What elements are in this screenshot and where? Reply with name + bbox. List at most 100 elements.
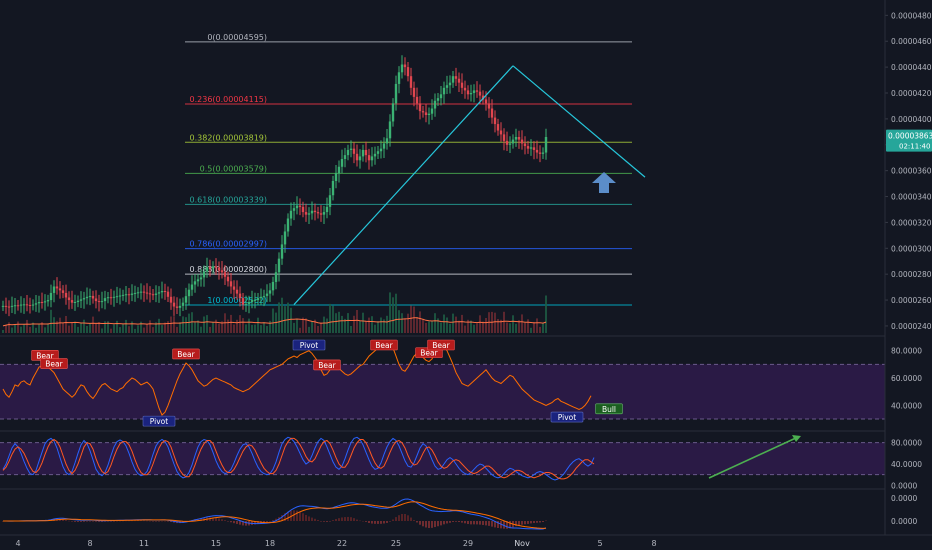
candle[interactable] <box>118 295 122 297</box>
candle[interactable] <box>154 293 158 295</box>
candle[interactable] <box>445 85 449 88</box>
candle[interactable] <box>337 166 341 174</box>
candle[interactable] <box>508 143 512 145</box>
macd-pane[interactable] <box>2 498 547 530</box>
candle[interactable] <box>394 83 398 104</box>
candle[interactable] <box>250 300 254 302</box>
candle[interactable] <box>373 153 377 157</box>
candle[interactable] <box>175 306 179 308</box>
candle[interactable] <box>115 296 119 298</box>
candle[interactable] <box>4 305 8 307</box>
candle[interactable] <box>157 292 161 294</box>
candle[interactable] <box>433 100 437 109</box>
candle[interactable] <box>238 293 242 299</box>
candle[interactable] <box>256 298 260 301</box>
candle[interactable] <box>259 296 263 299</box>
candle[interactable] <box>235 289 239 294</box>
candle[interactable] <box>31 304 35 306</box>
candle[interactable] <box>526 146 530 149</box>
signal-marker[interactable] <box>550 411 584 423</box>
candle[interactable] <box>490 108 494 118</box>
price-pane[interactable]: 0(0.00004595) 0.236(0.00004115) 0.382(0.00… <box>1 33 646 333</box>
candle[interactable] <box>253 300 257 302</box>
candle[interactable] <box>361 149 365 157</box>
candle[interactable] <box>334 173 338 181</box>
candle[interactable] <box>16 305 20 307</box>
candle[interactable] <box>262 295 266 297</box>
candle[interactable] <box>310 210 314 214</box>
candle[interactable] <box>205 267 209 272</box>
candle[interactable] <box>136 292 140 294</box>
candle[interactable] <box>76 300 80 302</box>
signal-marker[interactable] <box>292 339 326 351</box>
candle[interactable] <box>265 293 269 296</box>
candle[interactable] <box>103 298 107 302</box>
candle[interactable] <box>28 304 32 306</box>
candle[interactable] <box>46 300 50 302</box>
candle[interactable] <box>217 267 221 271</box>
candle[interactable] <box>460 82 464 88</box>
candle[interactable] <box>169 296 173 303</box>
candle[interactable] <box>346 149 350 156</box>
candle[interactable] <box>322 212 326 215</box>
candle[interactable] <box>202 271 206 278</box>
candle[interactable] <box>37 302 41 304</box>
candle[interactable] <box>532 147 536 150</box>
candle[interactable] <box>91 295 95 299</box>
candle[interactable] <box>178 305 182 308</box>
candle[interactable] <box>538 152 542 154</box>
candle[interactable] <box>436 98 440 101</box>
candle[interactable] <box>196 279 200 282</box>
candle[interactable] <box>304 212 308 215</box>
candle[interactable] <box>379 148 383 152</box>
candle[interactable] <box>454 76 458 79</box>
candle[interactable] <box>133 292 137 294</box>
candle[interactable] <box>427 113 431 115</box>
resistance-trendline[interactable] <box>512 65 646 178</box>
candle[interactable] <box>22 304 26 306</box>
candle[interactable] <box>475 90 479 92</box>
candle[interactable] <box>70 300 74 303</box>
candle[interactable] <box>73 302 77 303</box>
candle[interactable] <box>25 304 29 306</box>
candle[interactable] <box>364 149 368 156</box>
candle[interactable] <box>271 281 275 291</box>
candle[interactable] <box>418 103 422 112</box>
candle[interactable] <box>484 99 488 104</box>
candle[interactable] <box>505 140 509 145</box>
candle[interactable] <box>100 301 104 303</box>
candle[interactable] <box>499 130 503 135</box>
candle[interactable] <box>7 306 11 308</box>
candle[interactable] <box>424 112 428 115</box>
candle[interactable] <box>451 76 455 83</box>
candle[interactable] <box>343 155 347 159</box>
stochastic-pane[interactable] <box>0 436 885 481</box>
candle[interactable] <box>166 291 170 297</box>
candle[interactable] <box>244 303 248 305</box>
candle[interactable] <box>145 292 149 294</box>
candle[interactable] <box>400 64 404 73</box>
candle[interactable] <box>409 76 413 88</box>
candle[interactable] <box>163 291 167 292</box>
candle[interactable] <box>382 143 386 149</box>
candle[interactable] <box>523 143 527 147</box>
candle[interactable] <box>397 72 401 84</box>
candle[interactable] <box>472 90 476 93</box>
candle[interactable] <box>529 147 533 149</box>
candle[interactable] <box>388 121 392 139</box>
candle[interactable] <box>391 103 395 122</box>
candle[interactable] <box>292 208 296 211</box>
candle[interactable] <box>544 137 548 153</box>
candle[interactable] <box>151 294 155 296</box>
candle[interactable] <box>298 205 302 207</box>
candle[interactable] <box>121 294 125 296</box>
signal-marker[interactable] <box>370 339 398 351</box>
candle[interactable] <box>328 195 332 207</box>
signal-marker[interactable] <box>427 339 455 351</box>
candle[interactable] <box>283 231 287 245</box>
candle[interactable] <box>421 111 425 113</box>
candle[interactable] <box>481 95 485 100</box>
candle[interactable] <box>88 295 92 297</box>
candle[interactable] <box>61 290 65 293</box>
